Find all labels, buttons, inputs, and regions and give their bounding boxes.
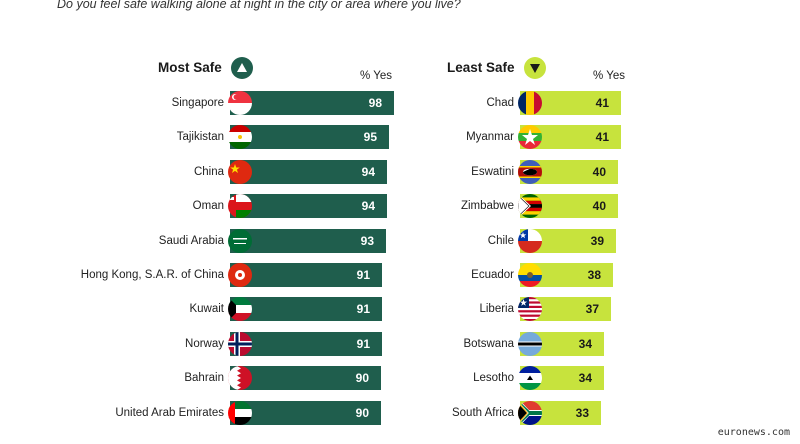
country-label: United Arab Emirates xyxy=(115,406,224,419)
country-label: South Africa xyxy=(451,406,514,419)
country-label: Oman xyxy=(192,200,224,213)
country-label: Eswatini xyxy=(471,165,514,178)
bahrain-flag-icon xyxy=(228,366,252,391)
bar-row: Ecuador 38 xyxy=(0,263,800,287)
bar-row: Chad 41 xyxy=(0,91,800,115)
country-label: Saudi Arabia xyxy=(158,234,224,247)
bar-row: Bahrain 90 xyxy=(0,366,800,391)
bar-row: Singapore 98 xyxy=(0,91,800,115)
bar-row: Kuwait 91 xyxy=(0,297,800,322)
up-triangle-icon xyxy=(231,57,253,79)
lesotho-flag-icon xyxy=(518,366,542,391)
country-label: Myanmar xyxy=(466,131,514,144)
liberia-flag-icon xyxy=(518,297,542,322)
bar-row: Zimbabwe 40 xyxy=(0,194,800,219)
least-safe-value-label: % Yes xyxy=(593,70,625,82)
data-label: 91 xyxy=(356,336,370,351)
data-label: 34 xyxy=(578,371,592,386)
bar xyxy=(230,263,382,287)
country-label: Lesotho xyxy=(473,372,514,385)
bar-row: Oman 94 xyxy=(0,194,800,219)
bar-row: Lesotho 34 xyxy=(0,366,800,391)
data-label: 33 xyxy=(575,405,589,420)
bar xyxy=(230,91,394,115)
most-safe-value-label: % Yes xyxy=(360,70,392,82)
myanmar-flag-icon xyxy=(518,125,542,150)
bar xyxy=(230,331,382,356)
data-label: 91 xyxy=(356,268,370,282)
country-label: China xyxy=(193,165,224,178)
country-label: Chad xyxy=(486,97,515,109)
country-label: Norway xyxy=(185,337,224,350)
oman-flag-icon xyxy=(228,194,252,219)
data-label: 40 xyxy=(592,164,606,179)
data-label: 41 xyxy=(595,96,609,110)
country-label: Hong Kong, S.A.R. of China xyxy=(80,269,224,281)
bar-row: China 94 xyxy=(0,159,800,184)
kuwait-flag-icon xyxy=(228,297,252,322)
country-label: Liberia xyxy=(479,303,514,316)
south-africa-flag-icon xyxy=(518,400,542,425)
data-label: 40 xyxy=(592,199,606,214)
data-label: 91 xyxy=(356,302,370,317)
least-safe-title: Least Safe xyxy=(447,60,515,75)
survey-question: Do you feel safe walking alone at night … xyxy=(57,0,461,11)
data-label: 98 xyxy=(368,96,382,110)
data-label: 38 xyxy=(587,268,601,282)
hong-kong-flag-icon xyxy=(228,263,252,287)
china-flag-icon xyxy=(228,159,252,184)
singapore-flag-icon xyxy=(228,91,252,115)
bar xyxy=(230,228,386,253)
bar-row: Chile 39 xyxy=(0,228,800,253)
bar-row: Tajikistan 95 xyxy=(0,125,800,150)
saudi-arabia-flag-icon xyxy=(228,228,252,253)
botswana-flag-icon xyxy=(518,331,542,356)
data-label: 41 xyxy=(595,130,609,145)
norway-flag-icon xyxy=(228,331,252,356)
country-label: Ecuador xyxy=(471,269,514,281)
source-watermark: euronews.com xyxy=(717,427,790,438)
tajikistan-flag-icon xyxy=(228,125,252,150)
bar-row: Myanmar 41 xyxy=(0,125,800,150)
zimbabwe-flag-icon xyxy=(518,194,542,219)
bar-row: United Arab Emirates 90 xyxy=(0,400,800,425)
chile-flag-icon xyxy=(518,228,542,253)
country-label: Bahrain xyxy=(184,372,224,385)
data-label: 94 xyxy=(361,199,375,214)
country-label: Chile xyxy=(487,234,514,247)
data-label: 95 xyxy=(363,130,377,145)
ecuador-flag-icon xyxy=(518,263,542,287)
bar-row: Eswatini 40 xyxy=(0,159,800,184)
data-label: 90 xyxy=(355,371,369,386)
data-label: 39 xyxy=(590,233,604,248)
country-label: Botswana xyxy=(463,337,514,350)
chad-flag-icon xyxy=(518,91,542,115)
bar xyxy=(230,194,387,219)
data-label: 34 xyxy=(578,336,592,351)
eswatini-flag-icon xyxy=(518,159,542,184)
most-safe-title: Most Safe xyxy=(158,60,222,75)
bar-row: Norway 91 xyxy=(0,331,800,356)
bar-row: Saudi Arabia 93 xyxy=(0,228,800,253)
data-label: 94 xyxy=(361,164,375,179)
data-label: 90 xyxy=(355,405,369,420)
bar xyxy=(230,366,381,391)
country-label: Zimbabwe xyxy=(460,200,514,213)
down-triangle-icon xyxy=(524,57,546,79)
bar-row: Botswana 34 xyxy=(0,331,800,356)
bar-row: Liberia 37 xyxy=(0,297,800,322)
data-label: 37 xyxy=(585,302,599,317)
bar-row: South Africa 33 xyxy=(0,400,800,425)
bar xyxy=(230,159,387,184)
data-label: 93 xyxy=(360,233,374,248)
country-label: Kuwait xyxy=(189,303,224,316)
bar xyxy=(230,400,381,425)
bar-row: Hong Kong, S.A.R. of China 91 xyxy=(0,263,800,287)
bar xyxy=(230,297,382,322)
bar xyxy=(230,125,389,150)
uae-flag-icon xyxy=(228,400,252,425)
country-label: Tajikistan xyxy=(176,131,224,144)
country-label: Singapore xyxy=(171,97,224,109)
